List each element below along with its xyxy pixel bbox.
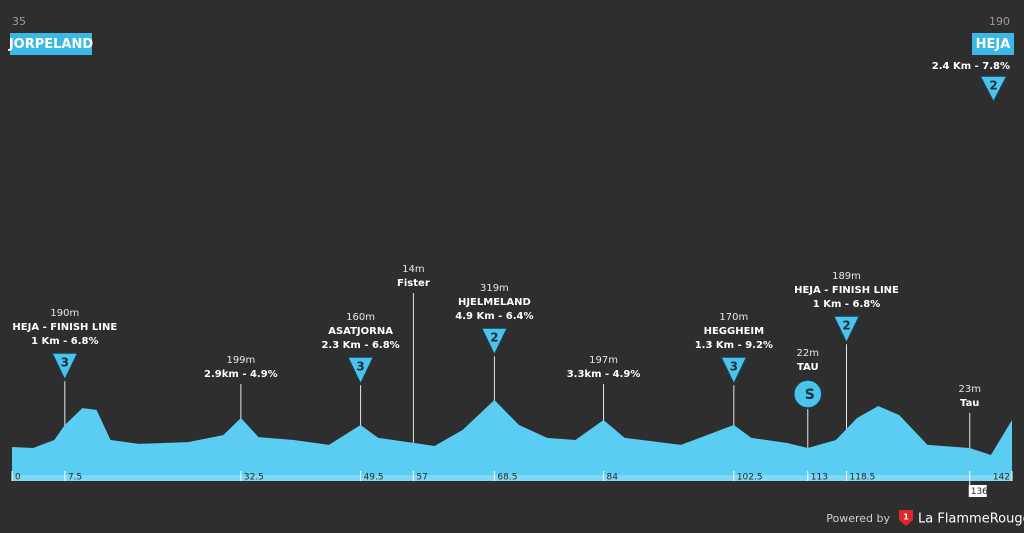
marker-label: 1.3 Km - 9.2% [695, 340, 773, 351]
climb-category: 3 [61, 356, 69, 370]
marker-label: 2.3 Km - 6.8% [321, 340, 399, 351]
marker-label: TAU [797, 362, 819, 373]
start-name: JORPELAND [8, 37, 94, 52]
powered-by: Powered by [826, 512, 890, 525]
elevation-label: 14m [402, 264, 424, 275]
marker-label: 1 Km - 6.8% [813, 299, 880, 310]
climb-badge [346, 356, 375, 386]
marker-label: 3.3km - 4.9% [567, 369, 641, 380]
elevation-label: 160m [346, 312, 375, 323]
sprint-label: S [805, 387, 815, 403]
x-tick-label: 32.5 [244, 473, 264, 483]
start-km: 35 [12, 15, 26, 28]
start-box [10, 33, 92, 55]
finish-badge [978, 75, 1009, 104]
elevation-label: 319m [480, 283, 509, 294]
climb-category: 2 [842, 319, 850, 333]
marker-label: Tau [960, 398, 979, 409]
base-strip [12, 475, 1012, 481]
marker-label: HEGGHEIM [704, 326, 765, 337]
marker-label: HJELMELAND [458, 297, 531, 308]
elevation-area [12, 400, 1012, 481]
logo-shield [899, 510, 913, 526]
elevation-label: 23m [959, 384, 981, 395]
climb-badge [719, 356, 749, 386]
climb-category: 3 [730, 360, 738, 374]
finish-box [972, 33, 1014, 55]
x-tick-label: 118.5 [850, 473, 876, 483]
marker-label: HEJA - FINISH LINE [12, 322, 117, 333]
x-tick-label: 102.5 [737, 473, 763, 483]
marker-label: 4.9 Km - 6.4% [455, 311, 533, 322]
finish-category: 2 [989, 79, 997, 93]
finish-climb: 2.4 Km - 7.8% [932, 61, 1010, 72]
climb-badge [50, 352, 80, 382]
climb-category: 2 [490, 331, 498, 345]
sprint-badge [793, 379, 823, 409]
x-tick-label: 49.5 [364, 473, 384, 483]
x-tick-box [968, 485, 987, 497]
marker-label: 1 Km - 6.8% [31, 336, 98, 347]
x-tick-label: 57 [416, 473, 427, 483]
marker-label: ASATJORNA [328, 326, 393, 337]
marker-label: 2.9km - 4.9% [204, 369, 278, 380]
logo-text: 1 [903, 513, 909, 522]
climb-badge [832, 315, 861, 345]
x-tick-label: 142 [993, 473, 1010, 483]
x-tick-label: 7.5 [68, 473, 82, 483]
x-tick-label: 84 [607, 473, 619, 483]
elevation-label: 197m [589, 355, 618, 366]
marker-label: HEJA - FINISH LINE [794, 285, 899, 296]
climb-badge [480, 327, 509, 357]
elevation-label: 170m [719, 312, 748, 323]
x-tick-label: 0 [15, 473, 21, 483]
elevation-label: 190m [50, 308, 79, 319]
climb-category: 3 [356, 360, 364, 374]
elevation-label: 199m [226, 355, 255, 366]
x-tick-label: 113 [811, 473, 828, 483]
elevation-label: 22m [797, 348, 819, 359]
elevation-label: 189m [832, 271, 861, 282]
brand: La FlammeRouge [918, 512, 1024, 527]
x-tick-label: 136 [971, 487, 988, 497]
x-tick-label: 68.5 [497, 473, 517, 483]
marker-label: Fister [397, 278, 430, 289]
finish-km: 190 [989, 15, 1010, 28]
finish-name: HEJA [976, 37, 1011, 52]
